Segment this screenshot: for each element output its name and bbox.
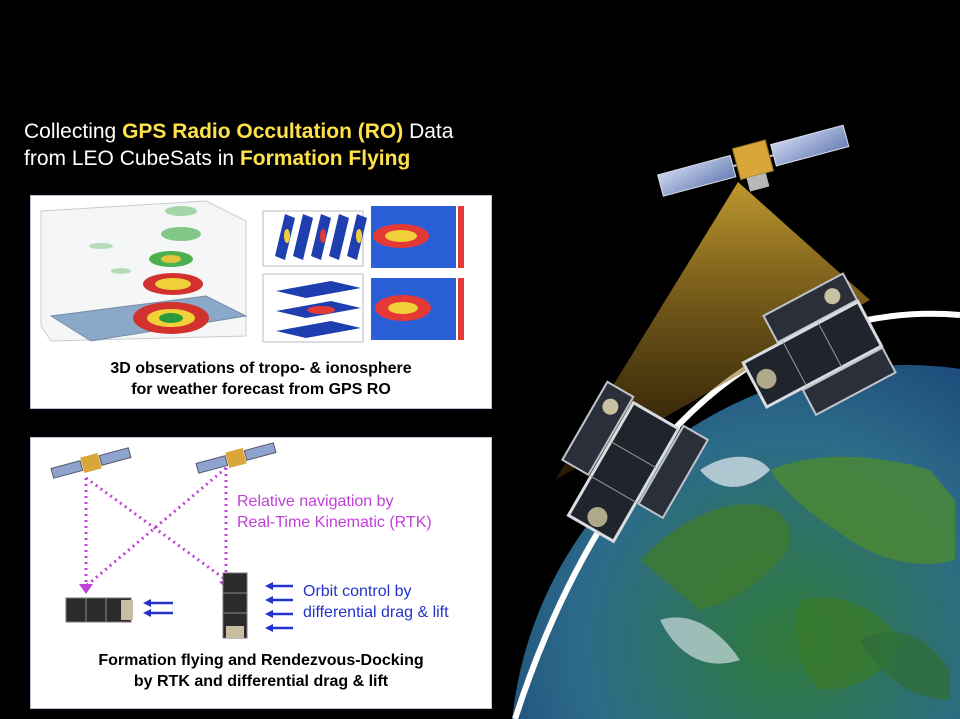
atmosphere-observation-panel: 3D observations of tropo- & ionosphere f… (30, 195, 492, 409)
title-text: Collecting (24, 120, 123, 143)
cubesat-upper (741, 272, 897, 417)
annotation-line: Orbit control by (303, 583, 412, 600)
title-line-2: from LEO CubeSats in Formation Flying (24, 145, 453, 172)
arrowhead (265, 610, 273, 618)
panel1-caption: 3D observations of tropo- & ionosphere f… (31, 358, 491, 400)
arrowhead (143, 609, 151, 617)
observation-figures (40, 200, 464, 343)
arrowhead (143, 599, 151, 607)
formation-diagram (50, 442, 293, 639)
earth (512, 365, 960, 719)
rtk-links (84, 466, 228, 588)
gps-satellite (657, 124, 850, 197)
caption-line: Formation flying and Rendezvous-Docking (98, 652, 424, 669)
drag-arrows-right (271, 584, 293, 630)
annotation-line: Real-Time Kinematic (RTK) (237, 514, 432, 531)
formation-flying-panel: Relative navigation by Real-Time Kinemat… (30, 437, 492, 709)
title-text: Data (403, 120, 454, 143)
arrowhead (265, 596, 273, 604)
annotation-line: Relative navigation by (237, 493, 394, 510)
gps-satellite-left-icon (50, 447, 132, 479)
gps-satellite-right-icon (195, 442, 277, 474)
arrowhead (265, 624, 273, 632)
tomography-slices (262, 210, 367, 343)
title-text: from LEO CubeSats in (24, 147, 240, 170)
title-highlight: Formation Flying (239, 147, 411, 170)
orbit-control-annotation: Orbit control by differential drag & lif… (303, 581, 449, 623)
panel2-caption: Formation flying and Rendezvous-Docking … (31, 650, 491, 692)
arrowhead (265, 582, 273, 590)
caption-line: by RTK and differential drag & lift (133, 673, 389, 690)
orbit-arc (512, 310, 960, 719)
title-line-1: Collecting GPS Radio Occultation (RO) Da… (24, 118, 453, 145)
arrowhead (79, 584, 93, 594)
caption-line: for weather forecast from GPS RO (131, 381, 391, 398)
cubesat-lower (561, 380, 710, 544)
weather-3d-plot (40, 200, 248, 342)
drag-arrows-left (149, 601, 173, 615)
caption-line: 3D observations of tropo- & ionosphere (110, 360, 412, 377)
cubesat-horizontal-icon (65, 597, 133, 623)
slide-title: Collecting GPS Radio Occultation (RO) Da… (24, 118, 453, 172)
rtk-annotation: Relative navigation by Real-Time Kinemat… (237, 491, 432, 533)
cubesat-vertical-icon (222, 572, 248, 639)
annotation-line: differential drag & lift (303, 604, 449, 621)
title-highlight: GPS Radio Occultation (RO) (122, 120, 404, 143)
tec-maps (371, 206, 464, 340)
